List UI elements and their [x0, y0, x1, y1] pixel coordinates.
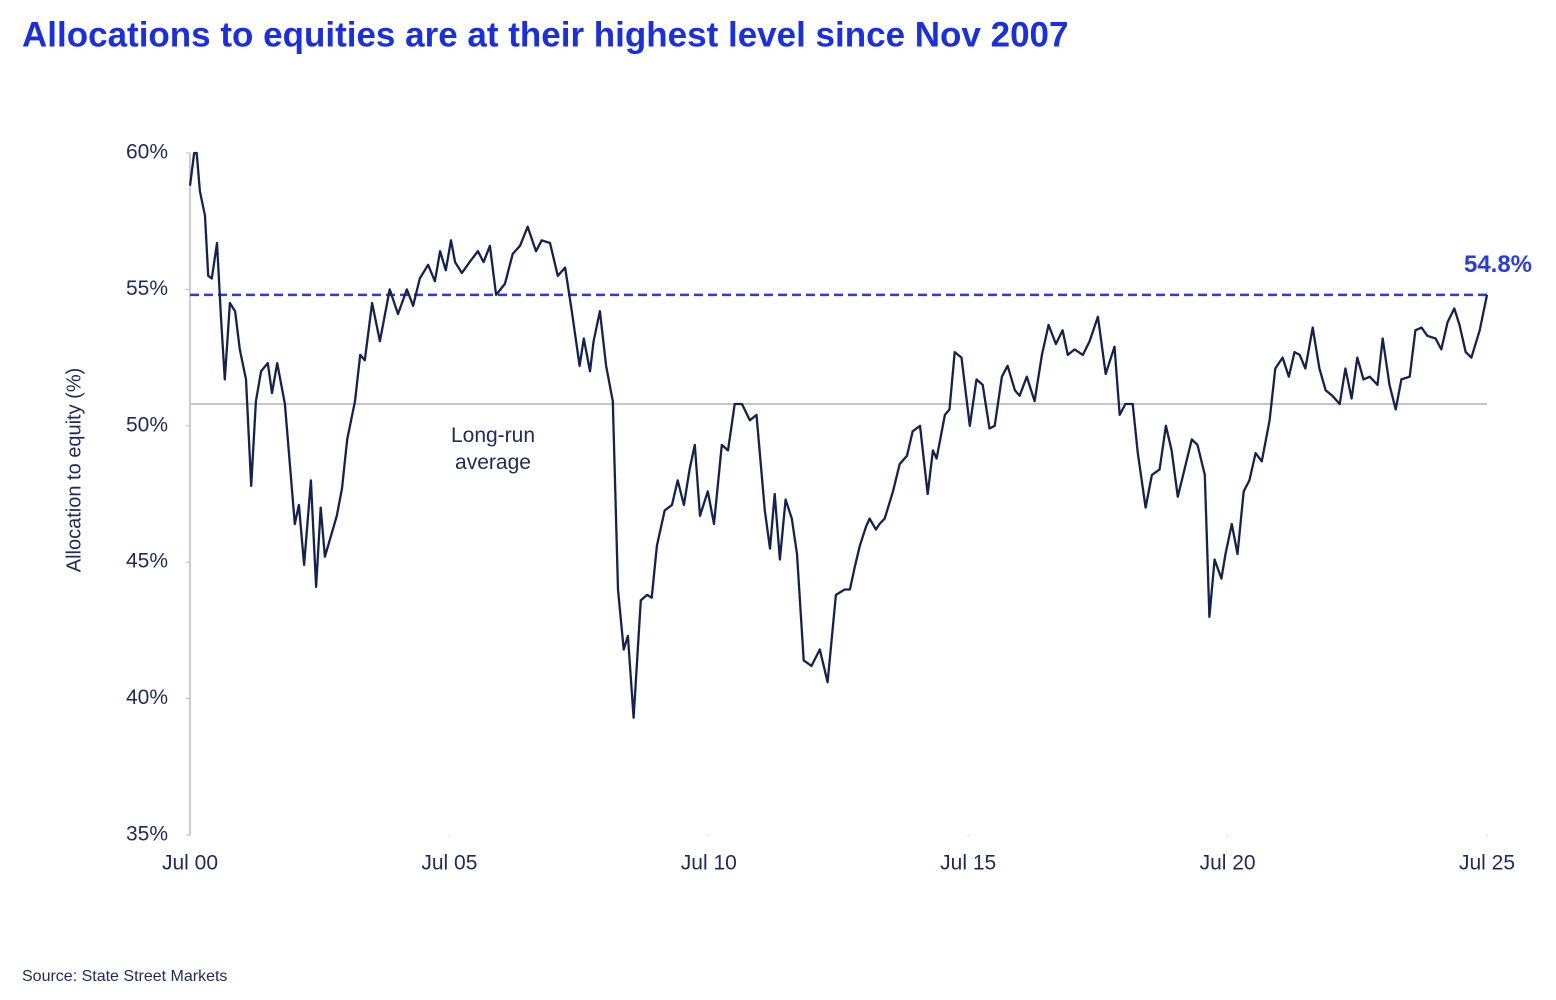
chart-title: Allocations to equities are at their hig… — [22, 15, 1068, 54]
y-tick-label: 60% — [126, 141, 168, 164]
y-tick-label: 40% — [126, 686, 168, 709]
y-tick-label: 35% — [126, 823, 168, 846]
x-tick-label: Jul 25 — [1459, 852, 1515, 875]
y-axis-label: Allocation to equity (%) — [63, 368, 85, 573]
data-line — [188, 151, 1489, 719]
y-tick-label: 45% — [126, 550, 168, 573]
x-tick-label: Jul 20 — [1200, 852, 1256, 875]
x-tick-label: Jul 15 — [940, 852, 996, 875]
reference-label: 54.8% — [1464, 251, 1532, 278]
source: Source: State Street Markets — [22, 968, 227, 985]
y-tick-label: 50% — [126, 413, 168, 436]
y-tick-label: 55% — [126, 277, 168, 300]
x-tick-label: Jul 00 — [162, 852, 218, 875]
average-label: Long-run average — [450, 424, 536, 474]
x-tick-label: Jul 10 — [681, 852, 737, 875]
x-tick-label: Jul 05 — [421, 852, 477, 875]
